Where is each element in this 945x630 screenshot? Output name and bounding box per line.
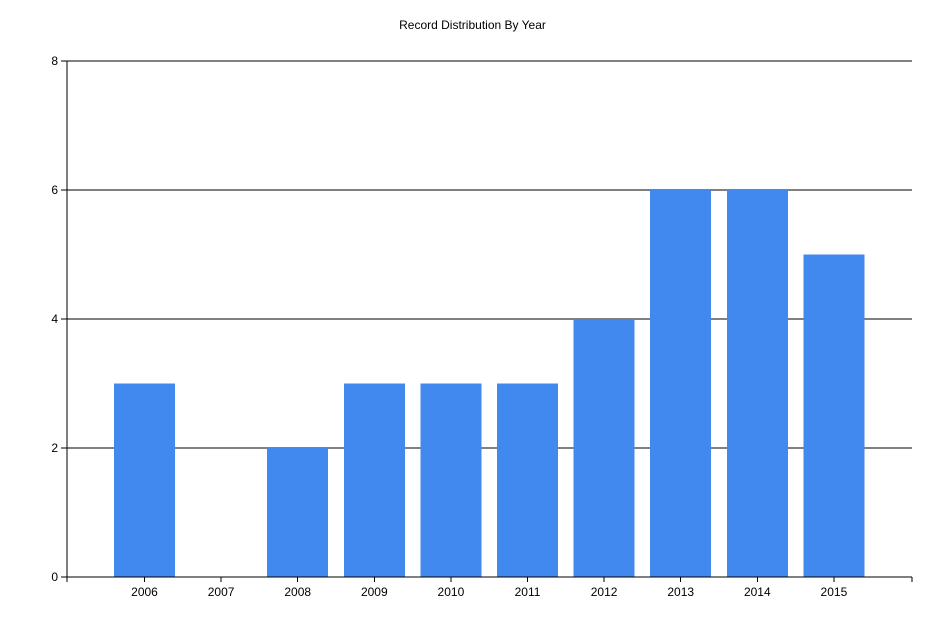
bar-2013 [650,190,711,577]
bar-2015 [803,255,864,578]
bar-2006 [114,384,175,578]
bar-2009 [344,384,405,578]
y-tick-label-4: 4 [51,312,58,326]
bar-2008 [267,448,328,577]
x-tick-label-2014: 2014 [744,585,771,599]
x-tick-label-2012: 2012 [591,585,618,599]
x-tick-label-2009: 2009 [361,585,388,599]
bar-2014 [727,190,788,577]
x-tick-label-2015: 2015 [821,585,848,599]
bar-2010 [420,384,481,578]
y-tick-label-2: 2 [51,441,58,455]
y-tick-label-0: 0 [51,570,58,584]
x-tick-label-2011: 2011 [515,585,541,599]
x-tick-label-2010: 2010 [438,585,465,599]
x-tick-label-2007: 2007 [208,585,235,599]
bar-2011 [497,384,558,578]
y-tick-label-8: 8 [51,54,58,68]
y-tick-label-6: 6 [51,183,58,197]
x-tick-label-2006: 2006 [131,585,158,599]
x-tick-label-2013: 2013 [667,585,694,599]
x-tick-label-2008: 2008 [284,585,311,599]
bar-2012 [574,319,635,577]
